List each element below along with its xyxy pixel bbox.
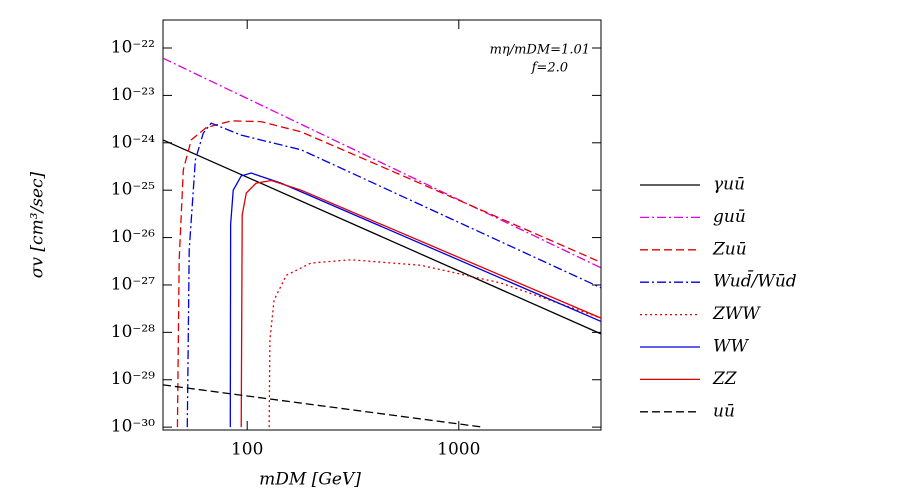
- series-line: [240, 179, 601, 428]
- y-tick-label: 10⁻²⁸: [111, 322, 155, 342]
- x-tick-label: 100: [231, 440, 263, 460]
- x-tick-label: 1000: [437, 440, 480, 460]
- y-tick-label: 10⁻²²: [111, 38, 155, 58]
- legend-label: γuū: [713, 175, 745, 195]
- legend-label: Wud̄/Wūd: [713, 269, 797, 292]
- legend-label: WW: [713, 337, 749, 357]
- y-tick-label: 10⁻²³: [111, 85, 155, 105]
- x-axis-label: mDM [GeV]: [259, 470, 361, 490]
- y-axis-label: σv [cm³/sec]: [28, 171, 48, 278]
- y-tick-label: 10⁻²⁴: [111, 132, 155, 152]
- annotation: f=2.0: [531, 61, 568, 76]
- series-line: [186, 122, 601, 428]
- y-tick-label: 10⁻²⁵: [111, 180, 155, 200]
- series-line: [229, 172, 601, 428]
- legend-label: ZWW: [712, 304, 761, 324]
- series-line: [163, 384, 483, 428]
- legend-label: guū: [713, 207, 746, 227]
- y-tick-label: 10⁻²⁶: [111, 227, 155, 247]
- legend-label: uū: [713, 401, 735, 421]
- series-line: [163, 139, 601, 335]
- y-tick-label: 10⁻²⁷: [111, 274, 155, 294]
- series-line: [163, 57, 601, 269]
- y-tick-label: 10⁻²⁹: [111, 369, 155, 389]
- legend-label: ZZ: [712, 369, 738, 389]
- plot-frame: [162, 19, 602, 431]
- series-line: [176, 120, 601, 428]
- annotation: mη/mDM=1.01: [490, 43, 590, 58]
- y-tick-label: 10⁻³⁰: [111, 417, 155, 437]
- legend-label: Zuū: [712, 239, 747, 259]
- series-line: [268, 259, 601, 428]
